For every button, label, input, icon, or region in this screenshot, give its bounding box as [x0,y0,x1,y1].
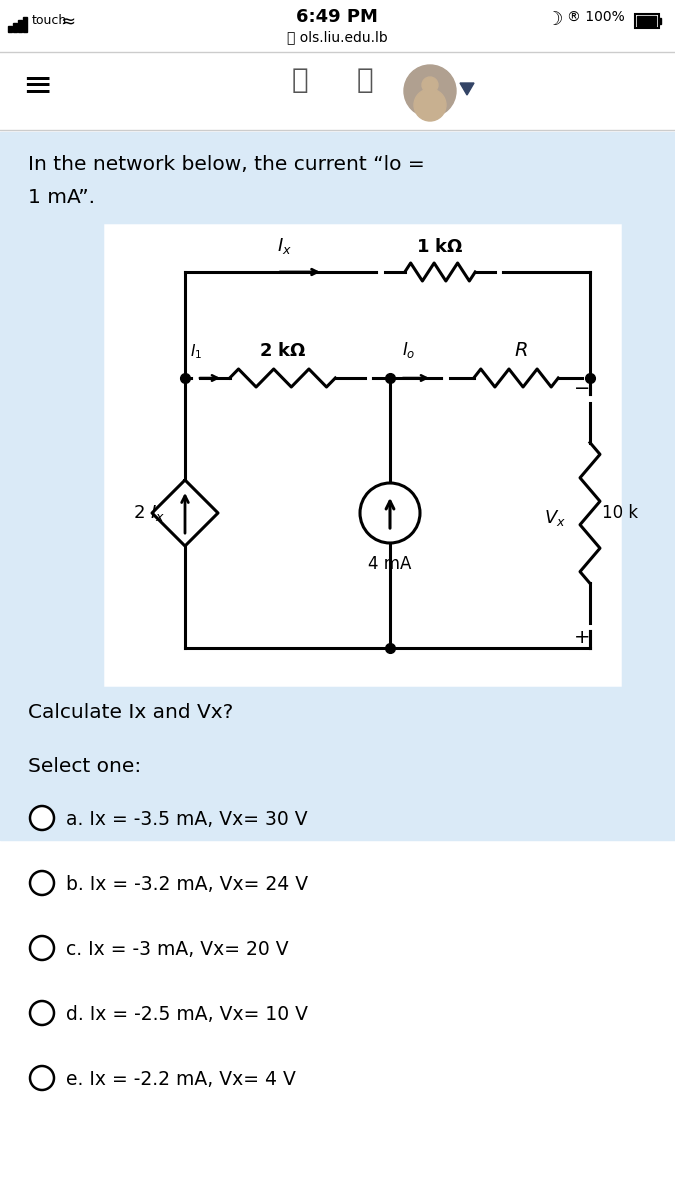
Text: touch: touch [32,14,68,26]
Circle shape [30,936,54,960]
Text: Select one:: Select one: [28,757,141,776]
Bar [0,52,675,130]
Text: +: + [574,628,590,647]
Bar [659,18,661,24]
Text: ≡: ≡ [22,68,52,102]
Text: ☽: ☽ [545,10,562,29]
Text: d. Ix = -2.5 mA, Vx= 10 V: d. Ix = -2.5 mA, Vx= 10 V [66,1006,308,1024]
Text: ≈: ≈ [60,13,75,31]
Polygon shape [152,480,218,546]
Circle shape [414,89,446,121]
Text: $I_o$: $I_o$ [402,340,416,360]
Text: b. Ix = -3.2 mA, Vx= 24 V: b. Ix = -3.2 mA, Vx= 24 V [66,875,308,894]
Bar [105,226,620,685]
Text: $\mathbf{1\ k\Omega}$: $\mathbf{1\ k\Omega}$ [416,238,464,256]
Text: 1 mA”.: 1 mA”. [28,188,95,206]
Text: $\mathbf{2\ k\Omega}$: $\mathbf{2\ k\Omega}$ [259,342,306,360]
Circle shape [30,1066,54,1090]
Bar [637,16,656,26]
Bar [635,14,659,28]
Circle shape [422,77,438,92]
Text: a. Ix = -3.5 mA, Vx= 30 V: a. Ix = -3.5 mA, Vx= 30 V [66,810,308,829]
Bar [13,23,16,32]
Text: 💬: 💬 [356,66,373,94]
Text: $R$: $R$ [514,341,528,360]
Bar [18,20,22,32]
Circle shape [360,482,420,542]
Text: 4 mA: 4 mA [369,554,412,572]
Text: In the network below, the current “lo =: In the network below, the current “lo = [28,155,425,174]
Circle shape [30,806,54,830]
Text: 10 k: 10 k [602,504,638,522]
Bar [0,132,675,840]
Text: $2\ I_x$: $2\ I_x$ [133,503,165,523]
Text: 🔔: 🔔 [292,66,308,94]
Polygon shape [460,83,474,95]
Bar [8,26,11,32]
Text: $V_x$: $V_x$ [544,508,566,528]
Text: 6:49 PM: 6:49 PM [296,8,378,26]
Text: e. Ix = -2.2 mA, Vx= 4 V: e. Ix = -2.2 mA, Vx= 4 V [66,1070,296,1090]
Bar [0,0,675,52]
Text: −: − [574,379,590,398]
Text: 🔒 ols.liu.edu.lb: 🔒 ols.liu.edu.lb [287,30,387,44]
Circle shape [404,65,456,116]
Text: $I_x$: $I_x$ [277,236,292,256]
Circle shape [30,1001,54,1025]
Text: c. Ix = -3 mA, Vx= 20 V: c. Ix = -3 mA, Vx= 20 V [66,940,289,959]
Circle shape [30,871,54,895]
Text: ® 100%: ® 100% [567,10,625,24]
Bar [23,17,26,32]
Text: $I_1$: $I_1$ [190,342,202,361]
Text: Calculate Ix and Vx?: Calculate Ix and Vx? [28,703,234,722]
